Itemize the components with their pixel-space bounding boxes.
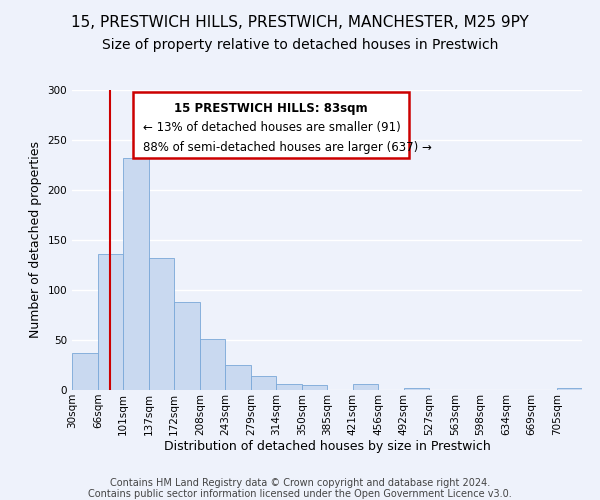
Bar	[276, 384, 302, 390]
Text: Size of property relative to detached houses in Prestwich: Size of property relative to detached ho…	[102, 38, 498, 52]
Bar	[72, 353, 98, 390]
X-axis label: Distribution of detached houses by size in Prestwich: Distribution of detached houses by size …	[164, 440, 490, 454]
Bar	[404, 388, 429, 390]
FancyBboxPatch shape	[133, 92, 409, 158]
Bar	[174, 302, 200, 390]
Text: 88% of semi-detached houses are larger (637) →: 88% of semi-detached houses are larger (…	[143, 141, 432, 154]
Bar	[302, 385, 327, 390]
Y-axis label: Number of detached properties: Number of detached properties	[29, 142, 42, 338]
Bar	[251, 376, 276, 390]
Bar	[200, 339, 225, 390]
Bar	[353, 384, 378, 390]
Bar	[557, 388, 582, 390]
Text: Contains HM Land Registry data © Crown copyright and database right 2024.: Contains HM Land Registry data © Crown c…	[110, 478, 490, 488]
Bar	[149, 258, 174, 390]
Bar	[225, 365, 251, 390]
Text: 15, PRESTWICH HILLS, PRESTWICH, MANCHESTER, M25 9PY: 15, PRESTWICH HILLS, PRESTWICH, MANCHEST…	[71, 15, 529, 30]
Text: 15 PRESTWICH HILLS: 83sqm: 15 PRESTWICH HILLS: 83sqm	[174, 102, 368, 115]
Bar	[98, 254, 123, 390]
Text: ← 13% of detached houses are smaller (91): ← 13% of detached houses are smaller (91…	[143, 122, 401, 134]
Bar	[123, 158, 149, 390]
Text: Contains public sector information licensed under the Open Government Licence v3: Contains public sector information licen…	[88, 489, 512, 499]
